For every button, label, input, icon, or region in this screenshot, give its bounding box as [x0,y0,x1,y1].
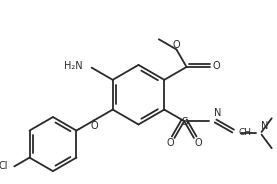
Text: N: N [214,108,221,118]
Text: O: O [212,61,220,71]
Text: Cl: Cl [0,161,7,171]
Text: O: O [172,40,180,49]
Text: O: O [194,138,202,148]
Text: O: O [90,121,98,131]
Text: S: S [181,117,188,128]
Text: H₂N: H₂N [63,61,82,71]
Text: N: N [261,121,268,131]
Text: CH: CH [238,128,252,137]
Text: O: O [166,138,174,148]
